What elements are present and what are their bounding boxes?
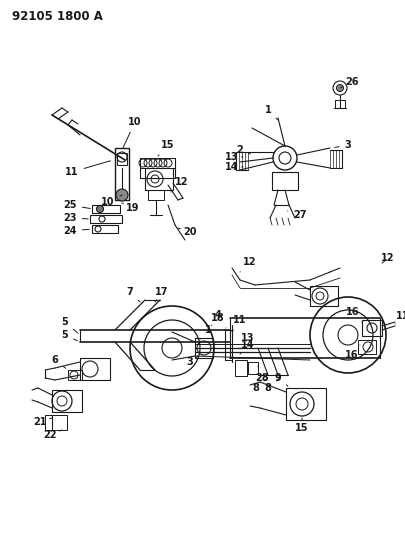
Bar bbox=[92, 205, 120, 213]
Text: 8: 8 bbox=[253, 378, 268, 393]
Bar bbox=[52, 390, 82, 412]
Bar bbox=[195, 338, 213, 358]
Text: 8: 8 bbox=[264, 378, 280, 393]
Text: 16: 16 bbox=[346, 307, 362, 322]
Text: 12: 12 bbox=[381, 253, 395, 263]
Bar bbox=[145, 168, 173, 190]
Bar bbox=[235, 360, 247, 376]
Text: 6: 6 bbox=[51, 355, 66, 368]
Text: 28: 28 bbox=[255, 366, 269, 383]
Text: 14: 14 bbox=[240, 340, 255, 354]
Text: 10: 10 bbox=[123, 117, 142, 148]
Text: 17: 17 bbox=[155, 287, 169, 302]
Bar bbox=[92, 225, 118, 233]
Text: 1: 1 bbox=[264, 105, 278, 120]
Circle shape bbox=[337, 85, 343, 92]
Text: 1: 1 bbox=[200, 325, 211, 340]
Text: 25: 25 bbox=[63, 200, 90, 210]
Bar bbox=[148, 190, 164, 200]
Text: 23: 23 bbox=[63, 213, 88, 223]
Text: 22: 22 bbox=[43, 430, 62, 440]
Text: 9: 9 bbox=[275, 373, 288, 386]
Text: 10: 10 bbox=[101, 195, 122, 207]
Text: 5: 5 bbox=[62, 330, 77, 341]
Text: 11: 11 bbox=[395, 311, 405, 324]
Text: 13: 13 bbox=[240, 333, 255, 348]
Text: 11: 11 bbox=[232, 315, 247, 332]
Text: 24: 24 bbox=[63, 226, 89, 236]
Bar bbox=[362, 320, 382, 336]
Text: 4: 4 bbox=[211, 310, 222, 326]
Text: 11: 11 bbox=[65, 161, 110, 177]
Bar bbox=[310, 286, 338, 306]
Text: 21: 21 bbox=[33, 417, 52, 427]
Bar bbox=[225, 330, 232, 360]
Text: 26: 26 bbox=[340, 77, 359, 88]
Bar bbox=[115, 148, 129, 200]
Text: 15: 15 bbox=[158, 140, 175, 156]
Bar bbox=[286, 388, 326, 420]
Text: 14: 14 bbox=[225, 162, 243, 172]
Text: 12: 12 bbox=[240, 257, 257, 272]
Circle shape bbox=[96, 206, 104, 213]
Text: 3: 3 bbox=[335, 140, 352, 150]
Text: 15: 15 bbox=[295, 418, 309, 433]
Bar bbox=[358, 340, 376, 354]
Bar bbox=[90, 215, 122, 223]
Bar bbox=[80, 358, 110, 380]
Text: 27: 27 bbox=[288, 210, 307, 220]
Text: 7: 7 bbox=[127, 287, 140, 302]
Text: 19: 19 bbox=[122, 203, 140, 213]
Bar bbox=[117, 153, 127, 165]
Text: 13: 13 bbox=[225, 152, 243, 162]
Text: 5: 5 bbox=[62, 317, 78, 333]
Text: 2: 2 bbox=[237, 145, 250, 155]
Text: 18: 18 bbox=[211, 313, 226, 328]
Bar bbox=[68, 370, 82, 380]
Circle shape bbox=[116, 189, 128, 201]
Text: 92105 1800 A: 92105 1800 A bbox=[12, 10, 103, 23]
Bar bbox=[45, 415, 67, 430]
Text: 3: 3 bbox=[187, 356, 198, 367]
Bar bbox=[272, 172, 298, 190]
Bar bbox=[248, 362, 258, 374]
Text: 16: 16 bbox=[345, 345, 360, 360]
Text: 20: 20 bbox=[178, 227, 197, 237]
Bar bbox=[335, 100, 345, 108]
Text: 12: 12 bbox=[171, 177, 189, 192]
